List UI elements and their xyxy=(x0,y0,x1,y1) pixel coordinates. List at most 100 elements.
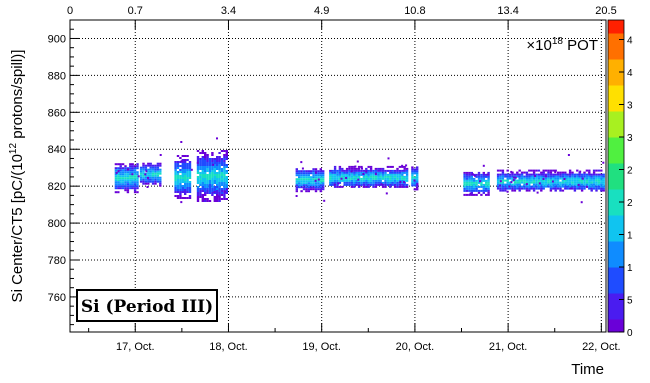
data-cell xyxy=(580,187,584,190)
data-cell xyxy=(377,175,380,178)
data-cell xyxy=(338,167,342,170)
data-cell xyxy=(208,190,212,192)
data-cell xyxy=(184,179,187,181)
data-cell xyxy=(216,158,219,160)
data-cell xyxy=(211,172,214,174)
data-cell xyxy=(295,190,298,193)
data-cell xyxy=(496,175,500,178)
colorbar-swatch xyxy=(608,319,624,333)
data-cell xyxy=(506,169,509,172)
data-cell xyxy=(129,173,132,176)
data-cell xyxy=(317,184,320,187)
data-point xyxy=(554,171,557,174)
data-cell xyxy=(411,172,414,175)
data-cell xyxy=(310,182,313,185)
data-cell xyxy=(403,171,406,174)
data-cell xyxy=(504,173,507,176)
data-cell xyxy=(176,175,180,177)
data-cell xyxy=(391,169,394,172)
data-cell xyxy=(480,179,483,182)
data-cell xyxy=(136,171,139,174)
data-cell xyxy=(525,175,529,178)
data-cell xyxy=(322,184,325,187)
data-cell xyxy=(585,177,589,180)
data-cell xyxy=(307,182,310,185)
data-cell xyxy=(396,169,399,172)
data-cell xyxy=(156,172,160,175)
data-cell xyxy=(540,177,543,180)
data-cell xyxy=(206,170,209,172)
data-cell xyxy=(384,173,387,176)
data-cell xyxy=(393,181,397,184)
data-cell xyxy=(602,185,605,188)
data-cell xyxy=(547,179,550,182)
data-cell xyxy=(547,171,550,174)
data-cell xyxy=(213,164,216,166)
data-cell xyxy=(556,179,560,182)
data-cell xyxy=(401,179,404,182)
data-cell xyxy=(174,163,177,165)
data-cell xyxy=(411,168,414,171)
data-cell xyxy=(508,173,512,176)
data-cell xyxy=(201,176,204,178)
data-cell xyxy=(571,173,574,176)
data-cell xyxy=(181,175,184,177)
data-cell xyxy=(528,183,531,186)
data-cell xyxy=(403,183,406,186)
data-cell xyxy=(381,167,385,170)
data-cell xyxy=(549,177,553,180)
data-cell xyxy=(353,183,356,186)
data-cell xyxy=(199,178,202,180)
data-cell xyxy=(384,169,387,172)
data-cell xyxy=(331,179,334,182)
data-cell xyxy=(477,175,481,178)
data-point xyxy=(542,178,545,180)
x-tick-label: 17, Oct. xyxy=(116,341,155,353)
data-cell xyxy=(487,193,490,196)
data-cell xyxy=(211,152,214,154)
data-cell xyxy=(573,173,577,176)
data-cell xyxy=(149,166,152,169)
data-cell xyxy=(516,187,519,190)
data-cell xyxy=(516,173,519,176)
data-cell xyxy=(114,187,118,190)
data-cell xyxy=(566,185,569,188)
data-cell xyxy=(528,169,531,172)
data-cell xyxy=(504,183,507,186)
data-cell xyxy=(174,175,177,177)
data-cell xyxy=(499,181,502,184)
data-cell xyxy=(389,185,392,188)
data-cell xyxy=(305,178,308,181)
data-cell xyxy=(564,171,567,174)
data-cell xyxy=(131,163,134,166)
data-cell xyxy=(317,172,320,175)
data-cell xyxy=(225,186,228,188)
data-point xyxy=(117,170,120,173)
data-cell xyxy=(129,175,132,178)
data-cell xyxy=(360,177,363,180)
data-cell xyxy=(333,165,337,168)
data-band xyxy=(114,163,140,194)
data-cell xyxy=(184,193,187,195)
data-cell xyxy=(206,192,209,194)
data-cell xyxy=(201,186,204,188)
data-cell xyxy=(333,173,337,176)
data-cell xyxy=(499,169,502,172)
data-cell xyxy=(174,191,177,193)
x-tick-label: 20, Oct. xyxy=(396,341,435,353)
data-point xyxy=(147,176,149,179)
data-cell xyxy=(213,166,216,168)
data-cell xyxy=(592,177,596,180)
data-cell xyxy=(513,181,517,184)
data-cell xyxy=(416,174,419,177)
data-cell xyxy=(186,163,189,165)
data-cell xyxy=(329,181,332,184)
data-cell xyxy=(511,183,514,186)
data-cell xyxy=(174,185,177,187)
data-cell xyxy=(571,181,574,184)
data-cell xyxy=(179,193,182,195)
data-cell xyxy=(310,170,313,173)
data-cell xyxy=(142,168,145,171)
data-cell xyxy=(121,187,125,190)
data-band xyxy=(174,141,193,204)
